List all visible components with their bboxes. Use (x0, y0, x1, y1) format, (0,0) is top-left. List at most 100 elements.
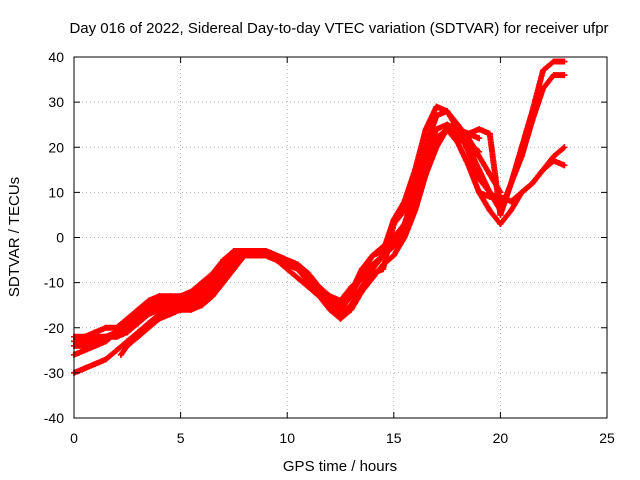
data-point (486, 130, 493, 137)
data-point (369, 261, 376, 268)
x-tick-label: 0 (70, 430, 78, 446)
data-point (380, 266, 387, 273)
data-point (465, 130, 472, 137)
data-point (209, 275, 216, 282)
data-point (444, 108, 451, 115)
data-point (497, 207, 504, 214)
data-point (156, 297, 163, 304)
data-point (508, 180, 515, 187)
data-point (508, 198, 515, 205)
y-tick-label: 0 (56, 230, 64, 246)
data-point (305, 284, 312, 291)
y-tick-label: 20 (48, 139, 64, 155)
data-point (401, 225, 408, 232)
data-point (358, 266, 365, 273)
data-point (486, 193, 493, 200)
data-point (220, 279, 227, 286)
x-tick-label: 20 (493, 430, 509, 446)
data-point (476, 153, 483, 160)
data-point (476, 189, 483, 196)
data-point (305, 275, 312, 282)
data-point (390, 239, 397, 246)
data-point (230, 248, 237, 255)
data-point (337, 302, 344, 309)
data-point (134, 311, 141, 318)
data-point (188, 306, 195, 313)
data-point (401, 234, 408, 241)
x-tick-label: 10 (279, 430, 295, 446)
data-point (508, 207, 515, 214)
data-point (81, 365, 88, 372)
data-point (465, 144, 472, 151)
data-point (209, 293, 216, 300)
data-point (326, 306, 333, 313)
data-point (92, 360, 99, 367)
data-point (561, 162, 568, 169)
data-point (518, 144, 525, 151)
data-point (252, 248, 259, 255)
data-point (550, 72, 557, 79)
y-tick-label: 10 (48, 184, 64, 200)
y-tick-label: -10 (44, 275, 64, 291)
data-point (337, 315, 344, 322)
data-point (529, 180, 536, 187)
data-point (113, 347, 120, 354)
data-point (561, 58, 568, 65)
x-tick-label: 15 (386, 430, 402, 446)
data-point (124, 342, 131, 349)
data-point (476, 166, 483, 173)
data-point (540, 67, 547, 74)
data-point (92, 342, 99, 349)
data-point (117, 351, 124, 358)
data-point (81, 347, 88, 354)
data-point (316, 284, 323, 291)
data-point (561, 144, 568, 151)
data-point (273, 252, 280, 259)
axis-ticks: 0 5 10 15 20 25 -40 -30 -20 -10 0 10 20 30 40 (44, 49, 615, 446)
data-point (412, 180, 419, 187)
data-point (134, 333, 141, 340)
data-point (433, 112, 440, 119)
data-point (380, 252, 387, 259)
data-point (465, 162, 472, 169)
data-point (422, 126, 429, 133)
data-point (390, 252, 397, 259)
data-point (230, 266, 237, 273)
data-point (124, 320, 131, 327)
data-point (348, 306, 355, 313)
y-tick-label: -40 (44, 410, 64, 426)
data-point (433, 144, 440, 151)
chart-title: Day 016 of 2022, Sidereal Day-to-day VTE… (69, 20, 608, 37)
data-point (294, 266, 301, 273)
data-point (433, 103, 440, 110)
data-point (561, 72, 568, 79)
data-point (390, 220, 397, 227)
data-point (241, 252, 248, 259)
data-point (486, 171, 493, 178)
data-point (454, 126, 461, 133)
data-point (198, 302, 205, 309)
data-point (412, 198, 419, 205)
data-point (476, 135, 483, 142)
y-tick-label: 30 (48, 94, 64, 110)
data-point (529, 108, 536, 115)
data-point (326, 293, 333, 300)
data-point (102, 324, 109, 331)
x-tick-label: 25 (599, 430, 615, 446)
series-track-9 (476, 144, 568, 205)
data-point (444, 121, 451, 128)
data-point (497, 193, 504, 200)
data-point (454, 139, 461, 146)
data-point (177, 306, 184, 313)
data-point (156, 315, 163, 322)
y-tick-label: -30 (44, 365, 64, 381)
data-point (358, 288, 365, 295)
data-point (220, 261, 227, 268)
data-point (294, 275, 301, 282)
data-point (102, 356, 109, 363)
data-point (550, 153, 557, 160)
data-point (124, 329, 131, 336)
data-point (166, 311, 173, 318)
data-point (284, 257, 291, 264)
